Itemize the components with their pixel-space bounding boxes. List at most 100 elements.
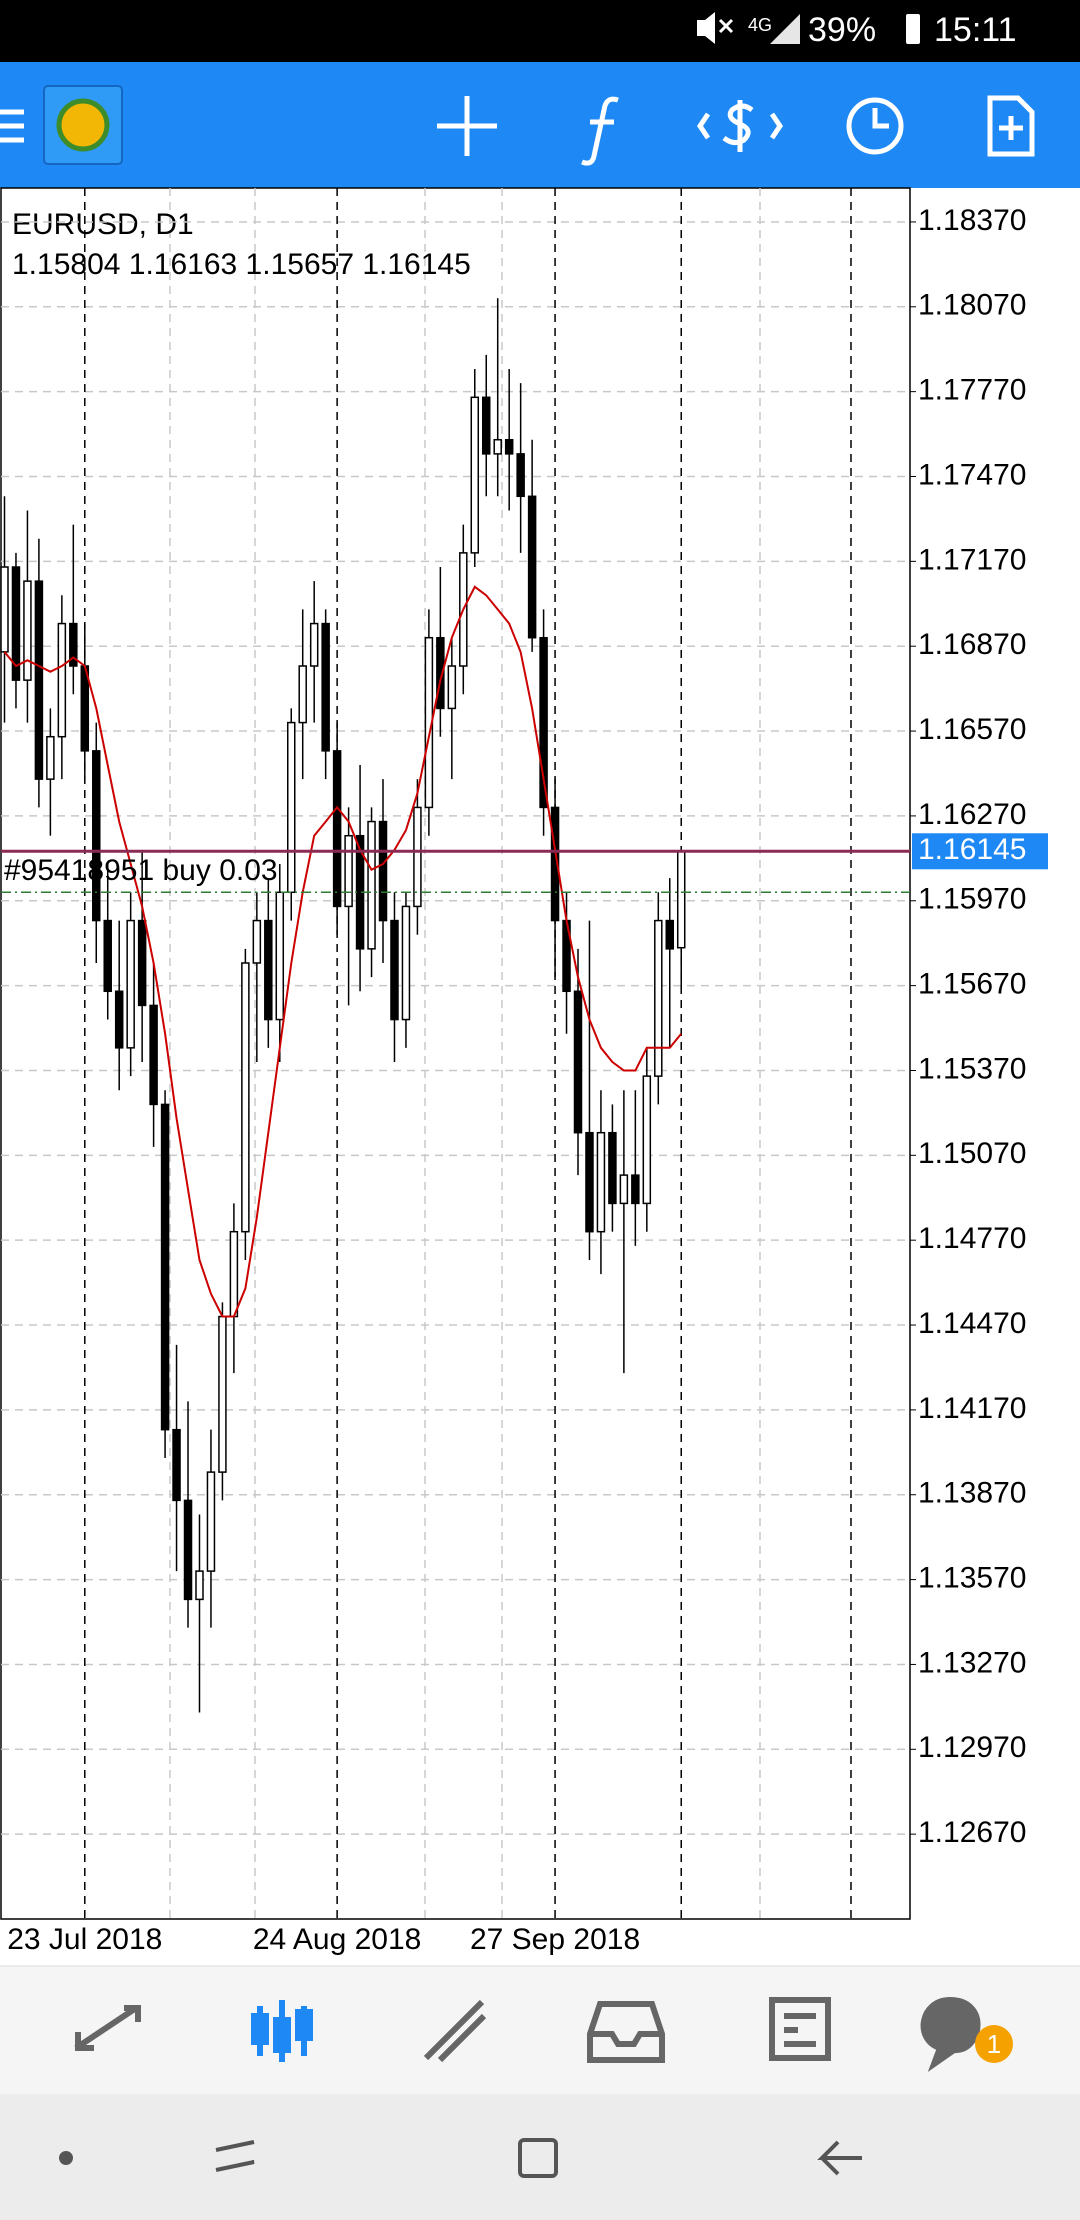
x-tick-label: 23 Jul 2018 — [7, 1923, 162, 1956]
recents-button[interactable] — [215, 2140, 255, 2172]
plot: 1.18370 1.18070 1.17770 1.17470 1.17170 1.168… — [0, 188, 1048, 1956]
battery-label: 39% — [808, 11, 876, 49]
candle-body — [344, 834, 353, 908]
messages-tab[interactable] — [920, 1996, 981, 2073]
toolbar-icons — [0, 85, 1035, 166]
candle-body — [34, 580, 44, 780]
y-tick-label: 1.16570 — [918, 713, 1026, 746]
candle-body — [195, 1570, 204, 1601]
candle-body — [516, 453, 525, 498]
home-button[interactable] — [518, 2138, 558, 2178]
candle-body — [183, 1499, 193, 1601]
y-tick-label: 1.12970 — [918, 1731, 1026, 1764]
x-tick-label: 27 Sep 2018 — [470, 1923, 640, 1956]
history-tab[interactable] — [587, 2001, 665, 2063]
indicators-button[interactable] — [581, 96, 619, 166]
system-nav-icons — [59, 2138, 862, 2178]
y-tick-label: 1.13870 — [918, 1477, 1026, 1510]
candle-body — [596, 1131, 606, 1233]
candle-body — [114, 990, 124, 1049]
chart-frame — [0, 187, 911, 1920]
candle-body — [401, 905, 411, 1021]
y-tick-label: 1.14170 — [918, 1392, 1026, 1425]
signal-icon — [770, 14, 800, 44]
candle-body — [436, 636, 445, 710]
back-button[interactable] — [817, 2140, 862, 2176]
network-label: 4G — [748, 15, 772, 35]
x-tick-label: 24 Aug 2018 — [253, 1923, 422, 1956]
y-tick-label: 1.18370 — [918, 204, 1026, 237]
y-tick-label: 1.14770 — [918, 1222, 1026, 1255]
period-button[interactable] — [846, 97, 904, 155]
candle-body — [447, 665, 457, 710]
y-tick-label: 1.15370 — [918, 1052, 1026, 1085]
candle-body — [550, 806, 560, 922]
y-tick-label: 1.17470 — [918, 458, 1026, 491]
candle-body — [46, 735, 55, 780]
candle-body — [137, 919, 147, 1007]
order-label: #95418951 buy 0.03 — [4, 854, 278, 887]
candle-body — [332, 750, 342, 908]
quotes-tab[interactable] — [74, 2005, 141, 2051]
candle-body — [378, 820, 388, 922]
ohlc-text: 1.15804 1.16163 1.15657 1.16145 — [12, 248, 471, 281]
mute-icon — [697, 12, 715, 44]
y-tick-label: 1.18070 — [918, 289, 1026, 322]
candle-body — [92, 750, 101, 922]
candle-body — [103, 919, 112, 993]
bottom-nav — [0, 1966, 1080, 2094]
candle-body — [69, 622, 78, 667]
chart-tab-candle — [295, 2009, 313, 2041]
candle-body — [527, 495, 537, 639]
crosshair-button[interactable] — [437, 96, 497, 156]
logo-globe — [56, 98, 110, 152]
y-tick-label: 1.17170 — [918, 543, 1026, 576]
chart-tab-candle — [273, 2017, 291, 2053]
candle-body — [585, 1131, 594, 1233]
trade-button[interactable] — [696, 100, 784, 152]
y-tick-label: 1.13270 — [918, 1646, 1026, 1679]
candle-body — [229, 1230, 239, 1318]
candle-body — [0, 566, 9, 653]
candle-body — [470, 396, 480, 554]
candle-body — [539, 636, 548, 809]
vertical-grid — [169, 188, 761, 1919]
candle-body — [160, 1103, 170, 1431]
nav-dot[interactable] — [59, 2151, 73, 2165]
candle-body — [493, 438, 502, 455]
candle-body — [504, 438, 514, 455]
y-tick-label: 1.14470 — [918, 1307, 1026, 1340]
new-order-button[interactable] — [987, 95, 1035, 157]
candle-body — [367, 820, 376, 950]
candle-body — [298, 665, 307, 724]
candle-body — [241, 962, 250, 1233]
candle-body — [573, 990, 583, 1134]
badge — [975, 2025, 1013, 2063]
candle-body — [608, 1131, 617, 1205]
news-tab[interactable] — [769, 1997, 831, 2061]
bid-label-box — [912, 833, 1048, 870]
candle-body — [321, 622, 330, 752]
candle-body — [309, 622, 319, 667]
y-tick-label: 1.12670 — [918, 1816, 1026, 1849]
candle-body — [206, 1471, 216, 1572]
candle-body — [481, 396, 491, 455]
mute-x — [718, 18, 734, 34]
candle-body — [149, 1004, 158, 1106]
candle-body — [619, 1174, 629, 1205]
news-lines — [784, 2013, 816, 2047]
candle-body — [390, 919, 399, 1021]
trade-tab[interactable] — [423, 1999, 487, 2063]
candle-body — [665, 919, 675, 950]
candle-body — [218, 1315, 227, 1473]
candle-body — [413, 806, 422, 908]
y-tick-label: 1.17770 — [918, 374, 1026, 407]
moving-average — [3, 585, 682, 1318]
status-icons: 4G 39% 15:11 — [697, 11, 1017, 49]
candle-body — [23, 580, 32, 681]
menu-button[interactable] — [0, 109, 24, 143]
candle-body — [11, 566, 21, 681]
candle-body — [57, 622, 67, 738]
